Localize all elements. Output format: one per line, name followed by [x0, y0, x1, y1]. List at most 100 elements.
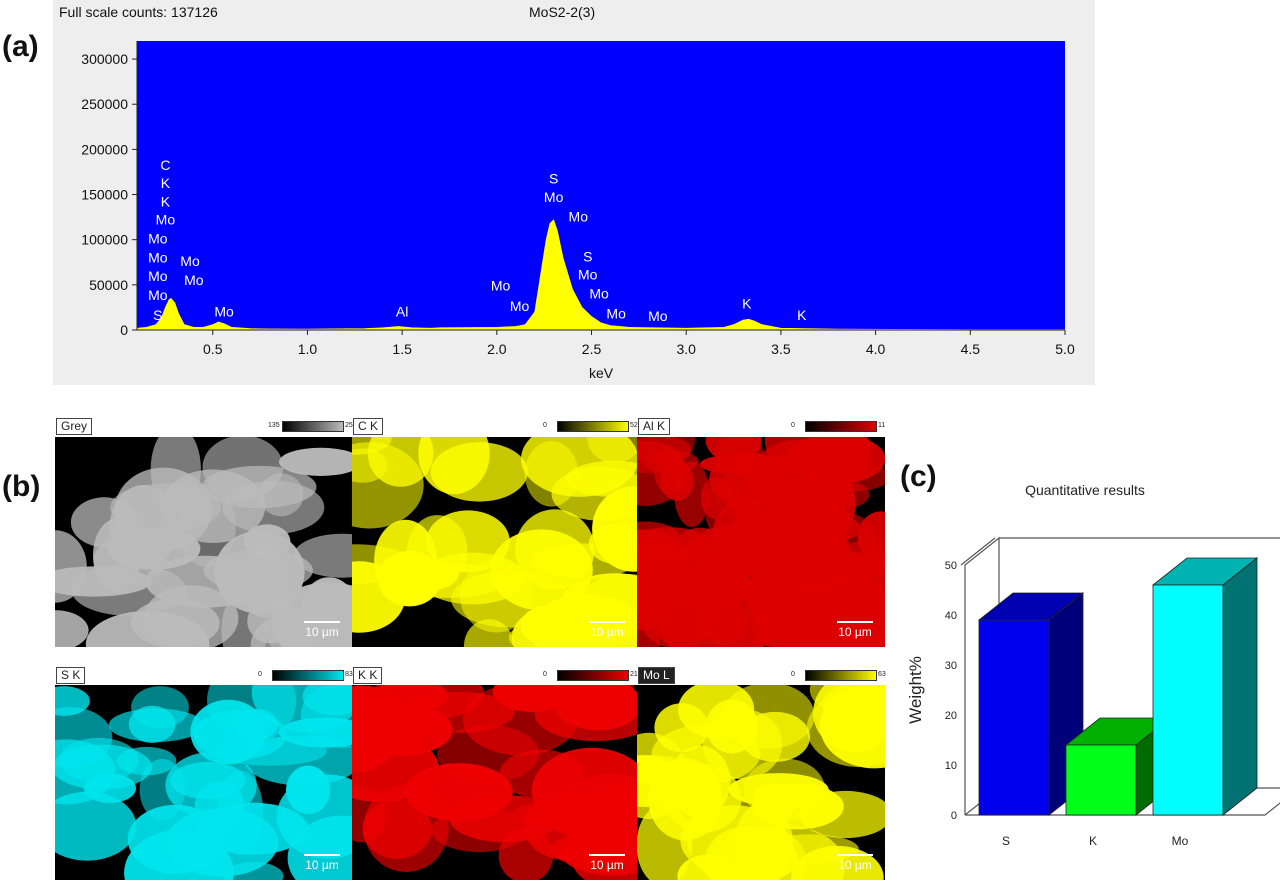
- colorbar-min: 0: [258, 671, 262, 678]
- peak-label: S: [153, 307, 162, 323]
- spectrum-xtick-label: 2.0: [487, 341, 507, 357]
- map-label: Al K: [638, 418, 671, 435]
- peak-label: Mo: [148, 287, 168, 303]
- peak-label: Mo: [578, 266, 598, 282]
- spectrum-area: [136, 219, 1066, 331]
- colorbar-min: 0: [543, 671, 547, 678]
- bar-mo: [1152, 584, 1224, 816]
- spectrum-xtick-label: 3.5: [771, 341, 791, 357]
- scale-bar: 10 µm: [300, 621, 344, 639]
- peak-label: Mo: [589, 285, 609, 301]
- bar-chart-frame-back: [999, 537, 1280, 539]
- scale-bar: 10 µm: [833, 854, 877, 872]
- peak-label: Mo: [606, 305, 626, 321]
- elemental-map-image: [55, 685, 352, 880]
- colorbar-max: 21: [630, 671, 638, 678]
- colorbar-max: 11: [878, 422, 886, 429]
- spectrum-title: MoS2-2(3): [529, 4, 596, 20]
- map-label: K K: [353, 667, 383, 684]
- bar-ytick-label: 30: [945, 660, 957, 672]
- peak-label: C: [160, 157, 170, 173]
- spectrum-xtick-label: 0.5: [203, 341, 223, 357]
- peak-label: Mo: [148, 249, 168, 265]
- spectrum-xtick-label: 4.5: [961, 341, 981, 357]
- bar-k: [1065, 744, 1137, 816]
- peak-label: Mo: [510, 298, 530, 314]
- bar-y-axis-label: Weight%: [906, 656, 925, 724]
- peak-label: Mo: [569, 209, 589, 225]
- colorbar-max: 255: [345, 422, 357, 429]
- scale-bar: 10 µm: [585, 854, 629, 872]
- colorbar-max: 52: [630, 422, 638, 429]
- panel-letter-b: (b): [2, 470, 41, 503]
- bar-ytick-label: 40: [945, 610, 957, 622]
- elemental-map-image: [352, 437, 637, 647]
- peak-label: K: [161, 193, 171, 209]
- bar-side: [1222, 557, 1258, 816]
- colorbar-min: 0: [791, 671, 795, 678]
- spectrum-xtick-label: 1.0: [298, 341, 318, 357]
- bar-s: [978, 619, 1050, 816]
- peak-label: Mo: [184, 272, 204, 288]
- elemental-map-image: [637, 685, 885, 880]
- spectrum-ytick-label: 250000: [81, 96, 128, 112]
- peak-label: Mo: [180, 253, 200, 269]
- peak-label: Mo: [214, 303, 234, 319]
- colorbar: [805, 421, 877, 432]
- spectrum-ytick-label: 300000: [81, 51, 128, 67]
- spectrum-chart: 0 50000 100000 150000 200000 250000 300000 0.5 1…: [81, 41, 1075, 381]
- colorbar: [282, 421, 344, 432]
- bar-category-label: Mo: [1172, 834, 1189, 848]
- scale-bar: 10 µm: [585, 621, 629, 639]
- bar-chart-frame-top: [960, 537, 996, 566]
- colorbar: [805, 670, 877, 681]
- bar-ytick-label: 20: [945, 710, 957, 722]
- elemental-map-image: [352, 685, 637, 880]
- bar-ytick-label: 50: [945, 560, 957, 572]
- colorbar-max: 83: [345, 671, 353, 678]
- peak-label: Mo: [544, 189, 564, 205]
- full-scale-counts: Full scale counts: 137126: [59, 4, 218, 20]
- colorbar-min: 0: [543, 422, 547, 429]
- map-label: S K: [56, 667, 86, 684]
- spectrum-xtick-label: 2.5: [582, 341, 602, 357]
- map-label: Grey: [56, 418, 93, 435]
- spectrum-plot-area: [137, 41, 1065, 330]
- peak-label: S: [549, 171, 558, 187]
- map-label: C K: [353, 418, 384, 435]
- colorbar-min: 0: [791, 422, 795, 429]
- bar-chart-title: Quantitative results: [1025, 482, 1145, 498]
- peak-label: K: [797, 307, 807, 323]
- panel-letter-c: (c): [900, 460, 937, 493]
- spectrum-ytick-label: 200000: [81, 141, 128, 157]
- elemental-map-image: [637, 437, 885, 647]
- peak-label: Mo: [148, 268, 168, 284]
- peak-label: Al: [396, 303, 408, 319]
- spectrum-xtick-label: 3.0: [676, 341, 696, 357]
- peak-label: K: [742, 295, 752, 311]
- peak-label: Mo: [148, 230, 168, 246]
- peak-label: Mo: [491, 277, 511, 293]
- spectrum-xtick-label: 1.5: [392, 341, 412, 357]
- scale-bar: 10 µm: [833, 621, 877, 639]
- peak-label: Mo: [648, 308, 668, 324]
- panel-letter-a: (a): [2, 30, 39, 63]
- colorbar: [557, 670, 629, 681]
- spectrum-xtick-label: 5.0: [1055, 341, 1075, 357]
- colorbar: [272, 670, 344, 681]
- bar-ytick-label: 0: [951, 810, 957, 822]
- spectrum-xtick-label: 4.0: [866, 341, 886, 357]
- map-label: Mo L: [638, 667, 675, 684]
- bar-category-label: K: [1089, 834, 1097, 848]
- bar-ytick-label: 10: [945, 760, 957, 772]
- spectrum-ytick-label: 100000: [81, 232, 128, 248]
- spectrum-x-axis-label: keV: [589, 365, 614, 381]
- peak-label: K: [161, 175, 171, 191]
- quantitative-chart: Quantitative results 0 10 20 30 40 50 Weight% S K…: [906, 482, 1280, 848]
- colorbar-max: 63: [878, 671, 886, 678]
- spectrum-ytick-label: 50000: [89, 277, 128, 293]
- peak-label: Mo: [156, 211, 176, 227]
- elemental-map-image: [55, 437, 352, 647]
- peak-label: S: [583, 248, 592, 264]
- bar-category-label: S: [1002, 834, 1010, 848]
